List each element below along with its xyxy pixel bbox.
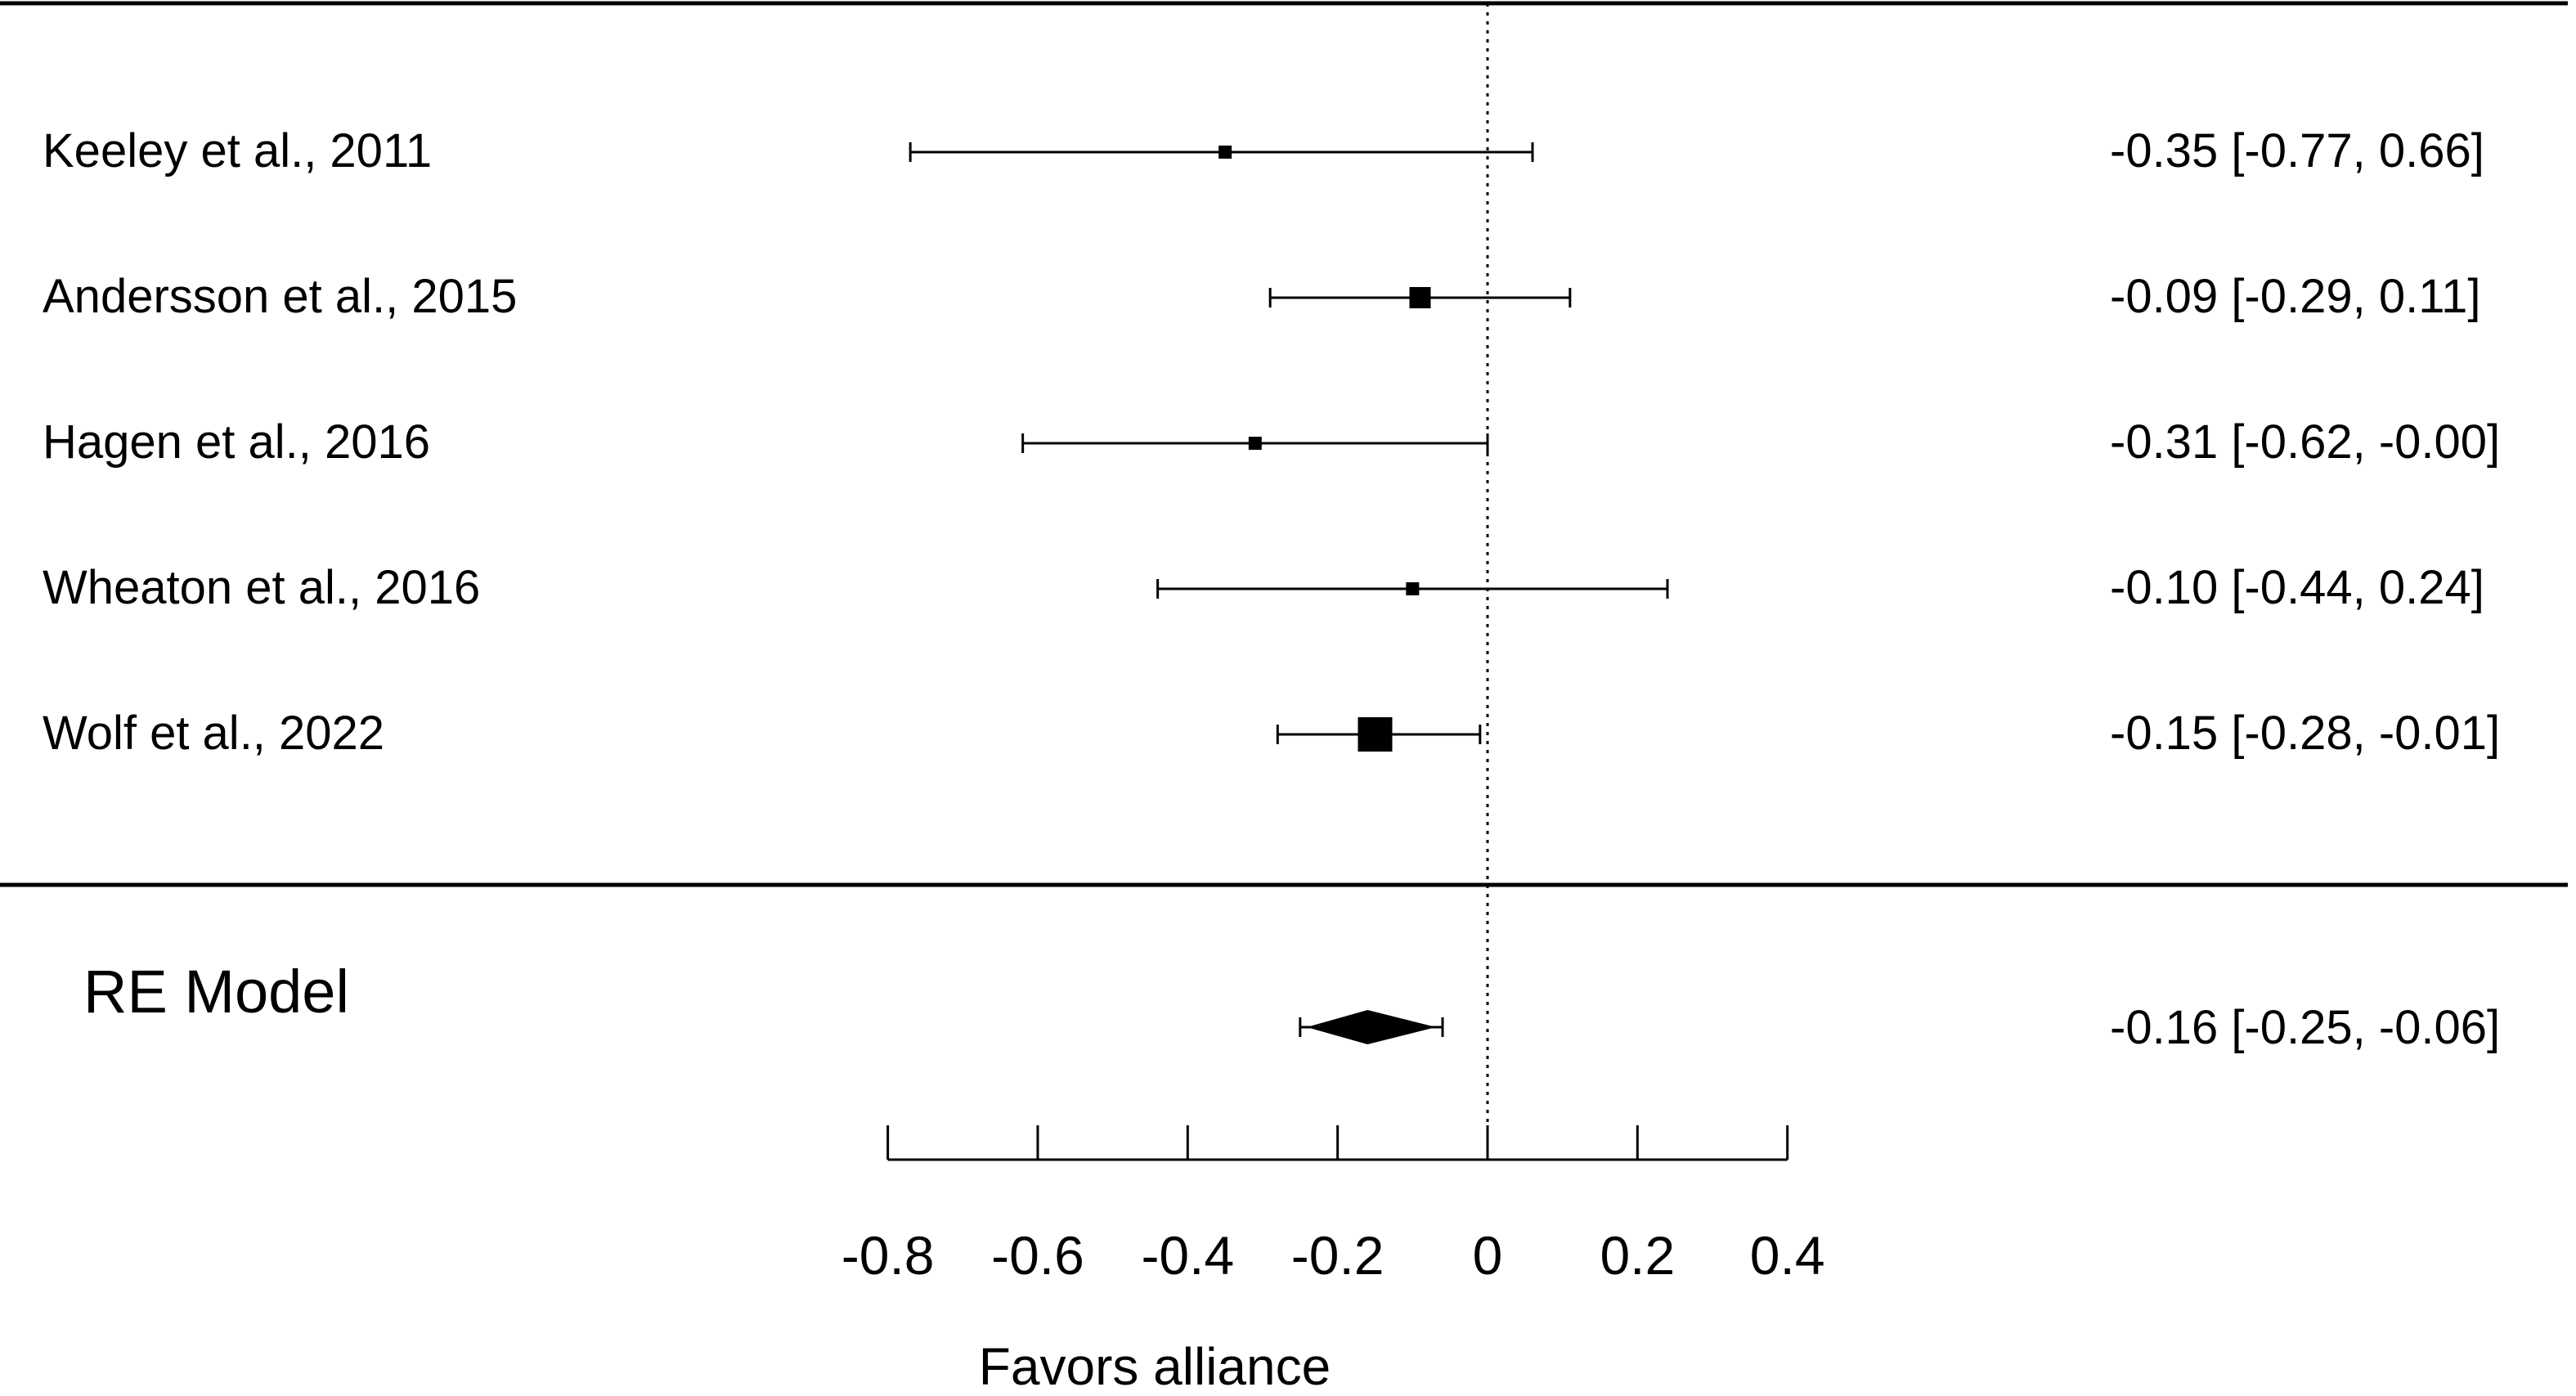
- x-tick-label: 0.2: [1600, 1225, 1675, 1286]
- x-axis: -0.8 -0.6 -0.4 -0.2 0 0.2 0.4: [841, 1125, 1825, 1286]
- summary-label: RE Model: [83, 958, 349, 1026]
- study-row: Wheaton et al., 2016 -0.10 [-0.44, 0.24]: [43, 561, 2484, 614]
- x-tick-label: -0.2: [1291, 1225, 1384, 1286]
- study-label: Andersson et al., 2015: [43, 270, 517, 323]
- study-rows: Keeley et al., 2011 -0.35 [-0.77, 0.66] An…: [43, 124, 2500, 760]
- point-estimate-square: [1358, 717, 1393, 752]
- study-row: Keeley et al., 2011 -0.35 [-0.77, 0.66]: [43, 124, 2484, 177]
- effect-ci-text: -0.09 [-0.29, 0.11]: [2110, 270, 2481, 323]
- study-row: Hagen et al., 2016 -0.31 [-0.62, -0.00]: [43, 415, 2500, 469]
- x-tick-label: -0.6: [991, 1225, 1084, 1286]
- effect-ci-text: -0.15 [-0.28, -0.01]: [2110, 707, 2500, 760]
- summary-row: RE Model -0.16 [-0.25, -0.06]: [83, 958, 2500, 1054]
- summary-diamond: [1306, 1010, 1436, 1044]
- study-row: Andersson et al., 2015 -0.09 [-0.29, 0.11…: [43, 270, 2481, 323]
- point-estimate-square: [1218, 146, 1232, 159]
- x-tick-label: -0.8: [841, 1225, 935, 1286]
- x-tick-label: 0.4: [1750, 1225, 1825, 1286]
- effect-ci-text: -0.35 [-0.77, 0.66]: [2110, 124, 2484, 177]
- point-estimate-square: [1409, 287, 1431, 308]
- x-tick-label: -0.4: [1141, 1225, 1234, 1286]
- summary-effect-ci-text: -0.16 [-0.25, -0.06]: [2110, 1001, 2500, 1054]
- effect-ci-text: -0.10 [-0.44, 0.24]: [2110, 561, 2484, 614]
- x-axis-label: Favors alliance: [979, 1337, 1331, 1396]
- study-label: Hagen et al., 2016: [43, 415, 430, 469]
- point-estimate-square: [1406, 582, 1420, 595]
- study-label: Keeley et al., 2011: [43, 124, 432, 177]
- study-row: Wolf et al., 2022 -0.15 [-0.28, -0.01]: [43, 707, 2500, 760]
- effect-ci-text: -0.31 [-0.62, -0.00]: [2110, 415, 2500, 469]
- x-tick-label: 0: [1473, 1225, 1503, 1286]
- study-label: Wheaton et al., 2016: [43, 561, 480, 614]
- study-label: Wolf et al., 2022: [43, 707, 384, 760]
- point-estimate-square: [1248, 437, 1262, 450]
